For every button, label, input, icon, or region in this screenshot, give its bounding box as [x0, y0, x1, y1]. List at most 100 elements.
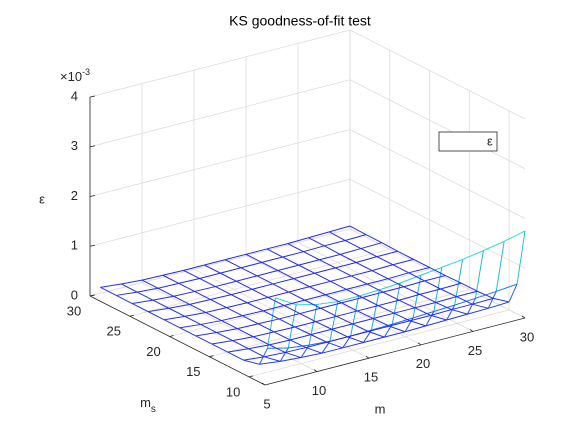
mesh-line — [496, 283, 518, 292]
mesh-line — [294, 326, 312, 336]
mesh-line — [381, 242, 398, 252]
mesh-line — [178, 277, 200, 284]
mesh-line — [304, 299, 321, 309]
z-exponent-power: -3 — [82, 67, 90, 77]
mesh-line — [256, 275, 274, 285]
mesh-line — [204, 259, 226, 266]
mesh-line — [373, 318, 390, 327]
x-tick-label: 5 — [263, 396, 270, 411]
mesh-line — [384, 331, 406, 338]
grid-line — [89, 79, 351, 148]
mesh-line — [195, 332, 217, 337]
mesh-line — [200, 323, 217, 333]
mesh-line — [347, 336, 364, 343]
mesh-line — [454, 297, 476, 306]
mesh-line — [237, 328, 254, 338]
mesh-line — [225, 253, 247, 261]
grid-line — [209, 289, 470, 358]
mesh-line — [261, 261, 279, 271]
mesh-line — [195, 335, 212, 345]
mesh-line — [221, 320, 238, 330]
mesh-line — [258, 323, 275, 333]
mesh-line — [267, 296, 285, 306]
mesh-line — [264, 356, 281, 362]
mesh-line — [325, 288, 347, 296]
mesh-line — [365, 234, 383, 244]
mesh-line — [277, 270, 294, 280]
mesh-line — [253, 331, 275, 338]
mesh-line — [326, 336, 348, 343]
grid-line — [129, 248, 390, 317]
mesh-line — [287, 237, 309, 245]
mesh-line — [309, 280, 331, 288]
mesh-line — [397, 250, 414, 260]
mesh-line — [293, 278, 310, 288]
mesh-line — [451, 309, 468, 315]
mesh-line — [346, 283, 368, 290]
mesh-line — [116, 294, 133, 304]
mesh-line — [141, 279, 159, 289]
mesh-line — [247, 302, 264, 312]
mesh-line — [420, 266, 442, 276]
z-tick-label: 3 — [71, 138, 78, 153]
mesh-line — [424, 280, 441, 290]
grid-line — [89, 228, 351, 297]
mesh-line — [261, 256, 283, 263]
axis-line — [89, 295, 266, 386]
mesh-line — [288, 291, 305, 301]
mesh-line — [226, 302, 248, 309]
mesh-line — [316, 301, 338, 305]
mesh-line — [474, 250, 484, 299]
tick-mark — [89, 145, 96, 148]
mesh-line — [256, 270, 278, 277]
mesh-line — [184, 311, 206, 317]
mesh-line — [227, 351, 244, 361]
mesh-line — [308, 237, 325, 247]
mesh-line — [446, 313, 468, 321]
legend-box — [438, 131, 498, 152]
mesh-line — [337, 295, 359, 303]
mesh-line — [269, 344, 286, 353]
mesh-line — [462, 250, 484, 260]
mesh-line — [243, 359, 260, 365]
mesh-line — [351, 275, 368, 285]
mesh-line — [358, 289, 380, 297]
mesh-line — [398, 299, 416, 309]
mesh-line — [483, 240, 505, 252]
mesh-line — [336, 310, 358, 317]
mesh-line — [157, 282, 179, 289]
mesh-line — [283, 299, 305, 306]
mesh-line — [339, 253, 357, 263]
tick-mark — [129, 314, 134, 317]
mesh-line — [289, 334, 311, 341]
mesh-line — [305, 341, 327, 349]
mesh-line — [387, 272, 409, 280]
mesh-line — [278, 318, 296, 328]
x-tick-label: 30 — [520, 329, 534, 344]
mesh-line — [162, 274, 179, 284]
mesh-line — [414, 301, 436, 309]
mesh-line — [376, 250, 398, 258]
mesh-line — [325, 294, 342, 304]
tick-mark — [261, 382, 266, 386]
mesh-line — [371, 323, 393, 331]
mesh-line — [247, 296, 269, 304]
grid-line — [349, 178, 526, 269]
mesh-line — [362, 297, 379, 307]
mesh-line — [472, 297, 494, 305]
z-tick-label: 0 — [71, 287, 78, 302]
mesh-line — [287, 304, 297, 349]
z-tick-label: 1 — [71, 238, 78, 253]
mesh-line — [278, 313, 300, 320]
mesh-line — [363, 336, 385, 343]
z-exponent: ×10-3 — [60, 67, 90, 84]
mesh-line — [248, 348, 265, 358]
tick-mark — [521, 315, 526, 319]
mesh-line — [216, 332, 233, 342]
mesh-line — [232, 340, 249, 350]
mesh-line — [488, 301, 510, 309]
mesh-line — [414, 307, 431, 316]
mesh-line — [321, 347, 343, 354]
mesh-line — [215, 280, 237, 288]
